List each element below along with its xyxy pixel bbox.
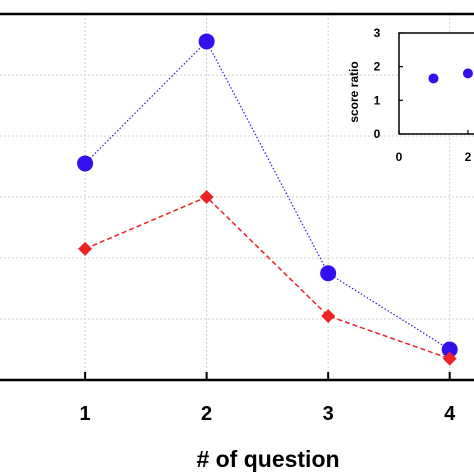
series-2-point	[442, 351, 457, 366]
inset-point	[462, 68, 473, 79]
inset-axis-ticks: 0 1 2 3 0 2	[374, 26, 472, 164]
series-1-point	[441, 341, 458, 358]
series-2-point	[199, 190, 214, 204]
inset-y-tick-label: 3	[374, 26, 381, 40]
x-tick-label: 2	[201, 403, 212, 425]
x-tick-label: 4	[444, 403, 456, 425]
main-data-markers	[77, 33, 458, 366]
series-2-point	[321, 308, 336, 323]
x-axis-ticks: 1 2 3 4	[80, 372, 456, 425]
series-1-point	[77, 155, 94, 172]
inset-y-tick-label: 0	[374, 127, 381, 141]
series-1-point	[320, 265, 337, 282]
inset-point	[428, 73, 439, 84]
series-2-line	[84, 196, 450, 360]
inset-x-tick-label: 0	[396, 150, 403, 164]
x-tick-label: 3	[323, 403, 334, 425]
inset-y-axis-title: score ratio	[347, 61, 361, 122]
inset-frame	[398, 32, 474, 135]
series-1-line	[84, 40, 451, 351]
x-axis-title: # of question	[196, 446, 339, 472]
inset-chart: 0 1 2 3 0 2 score ratio	[347, 26, 474, 164]
inset-y-tick-label: 2	[374, 60, 381, 74]
inset-data-markers	[428, 68, 473, 84]
x-tick-label: 1	[80, 403, 91, 425]
main-series-lines	[84, 40, 451, 360]
inset-y-tick-label: 1	[374, 93, 381, 107]
series-2-point	[78, 241, 93, 256]
inset-x-tick-label: 2	[465, 150, 472, 164]
series-1-point	[198, 33, 215, 50]
